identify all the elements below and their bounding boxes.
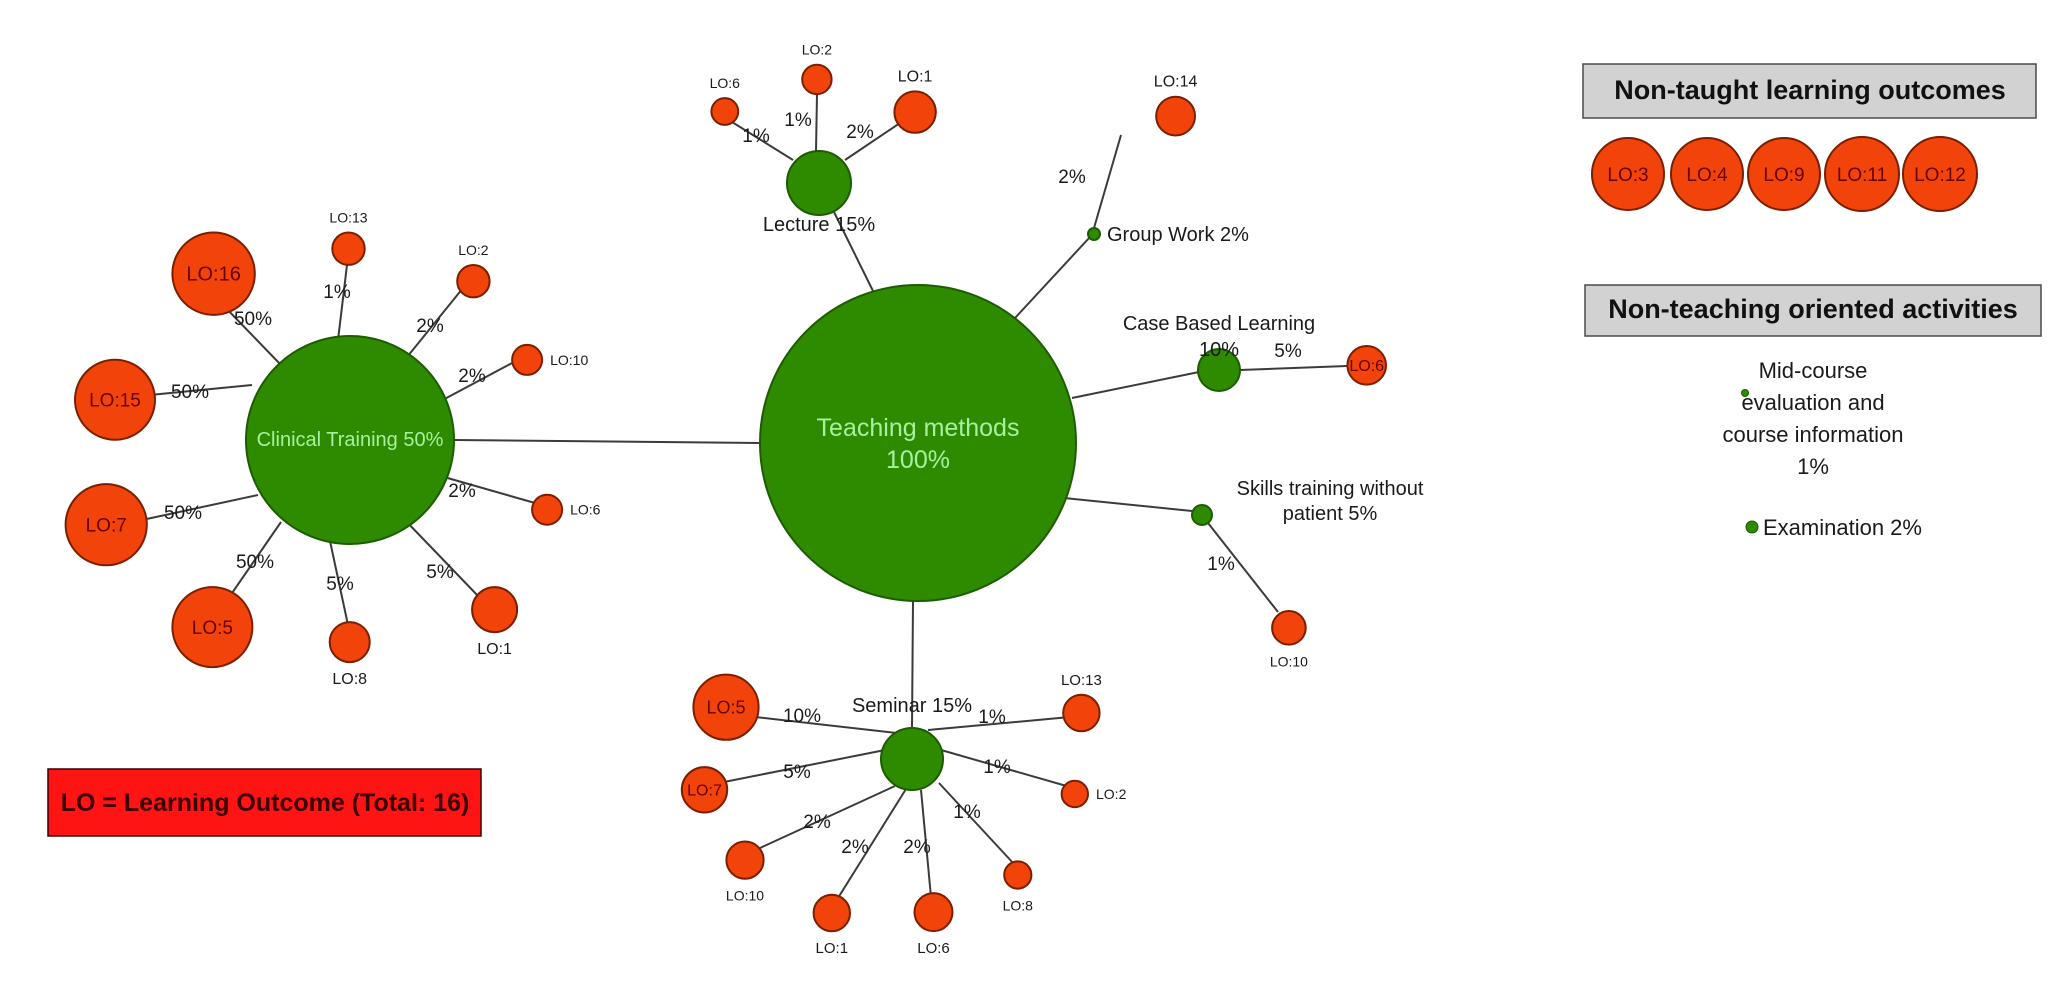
svg-text:2%: 2% [903, 837, 931, 858]
svg-text:LO:6: LO:6 [710, 75, 741, 91]
svg-text:Group Work 2%: Group Work 2% [1107, 224, 1249, 246]
svg-text:Examination 2%: Examination 2% [1763, 515, 1922, 540]
svg-text:1%: 1% [784, 110, 812, 131]
svg-text:1%: 1% [953, 802, 981, 823]
svg-text:1%: 1% [978, 707, 1006, 728]
svg-text:50%: 50% [171, 382, 209, 403]
svg-text:1%: 1% [1797, 454, 1829, 479]
svg-text:Teaching methods: Teaching methods [817, 414, 1020, 442]
svg-text:10%: 10% [783, 706, 821, 727]
svg-text:5%: 5% [426, 562, 454, 583]
svg-text:LO:8: LO:8 [332, 671, 367, 688]
svg-text:LO:9: LO:9 [1763, 165, 1804, 186]
svg-text:2%: 2% [846, 122, 874, 143]
svg-text:LO:5: LO:5 [192, 618, 233, 639]
svg-text:evaluation and: evaluation and [1741, 390, 1884, 415]
svg-text:LO:15: LO:15 [89, 390, 141, 411]
svg-text:50%: 50% [234, 309, 272, 330]
svg-text:LO:1: LO:1 [816, 940, 849, 957]
svg-text:LO:8: LO:8 [1003, 898, 1034, 914]
svg-text:LO:13: LO:13 [329, 210, 367, 226]
svg-text:2%: 2% [416, 316, 444, 337]
svg-text:LO:4: LO:4 [1686, 165, 1728, 186]
svg-text:100%: 100% [886, 446, 950, 474]
svg-text:LO:5: LO:5 [706, 698, 745, 718]
svg-text:Clinical Training 50%: Clinical Training 50% [257, 429, 444, 451]
svg-text:LO = Learning Outcome (Total:: LO = Learning Outcome (Total: 16) [61, 789, 470, 817]
svg-text:LO:2: LO:2 [802, 42, 833, 58]
svg-text:LO:16: LO:16 [186, 264, 240, 286]
svg-text:10%: 10% [1199, 339, 1239, 361]
svg-text:LO:10: LO:10 [726, 888, 764, 904]
svg-text:2%: 2% [803, 812, 831, 833]
svg-text:Skills training without: Skills training without [1237, 478, 1424, 500]
svg-text:LO:11: LO:11 [1837, 165, 1887, 186]
svg-text:Seminar 15%: Seminar 15% [852, 695, 972, 717]
svg-text:1%: 1% [323, 282, 351, 303]
svg-text:1%: 1% [742, 126, 770, 147]
svg-text:LO:3: LO:3 [1607, 165, 1648, 186]
svg-text:2%: 2% [841, 837, 869, 858]
svg-text:LO:10: LO:10 [1270, 654, 1308, 670]
svg-text:LO:7: LO:7 [86, 515, 127, 536]
svg-text:LO:14: LO:14 [1154, 74, 1198, 91]
svg-text:5%: 5% [783, 762, 811, 783]
svg-text:5%: 5% [1274, 341, 1302, 362]
svg-text:LO:1: LO:1 [898, 68, 933, 85]
svg-text:50%: 50% [164, 503, 202, 524]
svg-text:Non-teaching oriented activiti: Non-teaching oriented activities [1608, 294, 2018, 324]
svg-text:LO:2: LO:2 [458, 242, 489, 258]
svg-text:LO:10: LO:10 [550, 352, 588, 368]
svg-text:LO:13: LO:13 [1061, 672, 1102, 689]
svg-text:LO:2: LO:2 [1096, 786, 1127, 802]
svg-text:LO:6: LO:6 [917, 940, 950, 957]
svg-text:LO:1: LO:1 [477, 641, 512, 658]
svg-text:Case Based Learning: Case Based Learning [1123, 313, 1315, 335]
svg-text:1%: 1% [1207, 554, 1235, 575]
svg-text:1%: 1% [983, 757, 1011, 778]
svg-text:2%: 2% [458, 366, 486, 387]
svg-text:patient 5%: patient 5% [1283, 503, 1378, 525]
svg-text:LO:6: LO:6 [570, 502, 601, 518]
svg-text:50%: 50% [236, 552, 274, 573]
svg-text:2%: 2% [1058, 167, 1086, 188]
svg-text:5%: 5% [326, 574, 354, 595]
svg-text:Mid-course: Mid-course [1759, 358, 1868, 383]
svg-text:LO:6: LO:6 [1349, 358, 1384, 375]
svg-text:2%: 2% [448, 481, 476, 502]
svg-text:LO:12: LO:12 [1914, 165, 1966, 186]
svg-text:Lecture 15%: Lecture 15% [763, 214, 876, 236]
svg-text:Non-taught learning outcomes: Non-taught learning outcomes [1614, 75, 2006, 105]
svg-text:course information: course information [1723, 422, 1904, 447]
svg-text:LO:7: LO:7 [687, 782, 722, 799]
